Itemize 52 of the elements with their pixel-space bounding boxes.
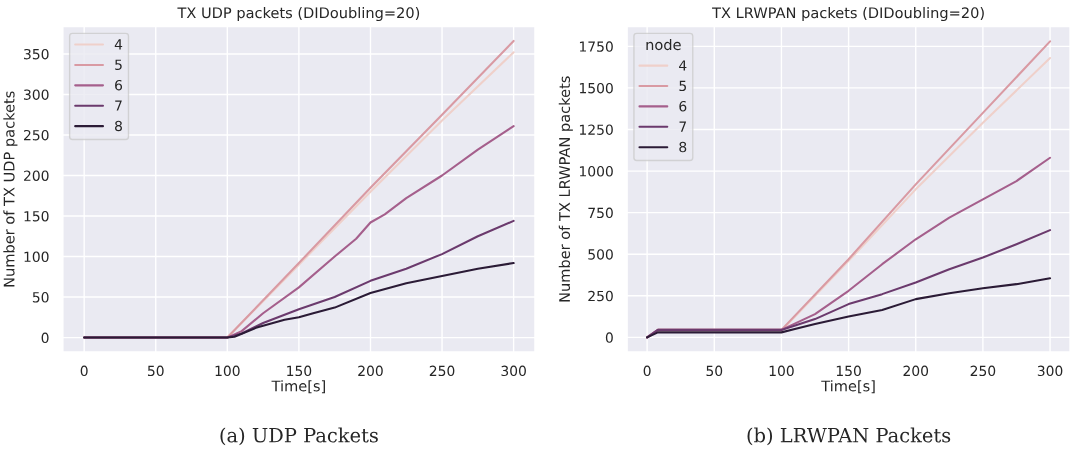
x-tick-label: 250 (970, 365, 996, 377)
x-tick-label: 200 (358, 365, 383, 377)
text: (a) UDP Packets (220, 427, 378, 446)
y-tick-label: 1750 (579, 41, 613, 52)
legend-label: 6 (679, 100, 687, 112)
y-tick-label: 1500 (579, 82, 613, 94)
y-tick-label: 1000 (579, 166, 613, 177)
legend-label: 5 (679, 80, 686, 92)
legend-label: 4 (679, 60, 687, 71)
y-tick-label: 500 (588, 249, 613, 260)
y-tick-label: 300 (24, 89, 49, 100)
x-axis-title: Time[s] (271, 380, 325, 394)
x-tick-label: 150 (836, 365, 861, 377)
y-tick-label: 250 (24, 129, 49, 141)
x-tick-label: 250 (429, 365, 455, 377)
text: (b) LRWPAN Packets (747, 427, 951, 446)
legend-label: 7 (115, 100, 122, 111)
legend-label: 8 (115, 120, 122, 132)
x-tick-label: 300 (501, 365, 526, 377)
y-tick-label: 150 (24, 210, 49, 222)
line-series (646, 229, 1052, 339)
x-tick-label: 0 (643, 365, 651, 377)
y-tick-label: 750 (588, 207, 613, 219)
y-tick-label: 100 (24, 251, 49, 263)
legend-label: 4 (114, 39, 123, 50)
y-tick-label: 1250 (579, 124, 613, 135)
x-tick-label: 50 (147, 365, 164, 377)
legend-label: 8 (679, 141, 687, 153)
line-series (83, 261, 515, 339)
y-axis-title: Number of TX LRWPAN packets (558, 76, 573, 302)
x-tick-label: 300 (1037, 365, 1063, 377)
y-tick-label: 0 (41, 332, 49, 344)
y-axis-title: Number of TX UDP packets (3, 91, 18, 287)
line-series (646, 277, 1052, 339)
legend-label: 5 (115, 59, 122, 71)
y-tick-label: 50 (32, 292, 49, 303)
y-tick-label: 200 (24, 170, 49, 181)
legend-title: node (646, 38, 681, 51)
y-tick-label: 0 (605, 332, 613, 343)
x-tick-label: 150 (287, 365, 312, 377)
x-tick-label: 200 (903, 365, 929, 377)
legend-label: 7 (679, 121, 687, 132)
y-tick-label: 250 (588, 290, 613, 302)
x-axis-title: Time[s] (821, 380, 875, 394)
x-tick-label: 100 (215, 365, 240, 377)
x-tick-label: 100 (769, 365, 794, 377)
y-tick-label: 350 (24, 48, 49, 60)
legend-label: 6 (115, 79, 123, 91)
x-tick-label: 0 (80, 365, 88, 377)
chart-title: TX UDP packets (DIDoubling=20) (177, 6, 420, 22)
x-tick-label: 50 (706, 365, 723, 377)
chart-title: TX LRWPAN packets (DIDoubling=20) (712, 6, 984, 22)
